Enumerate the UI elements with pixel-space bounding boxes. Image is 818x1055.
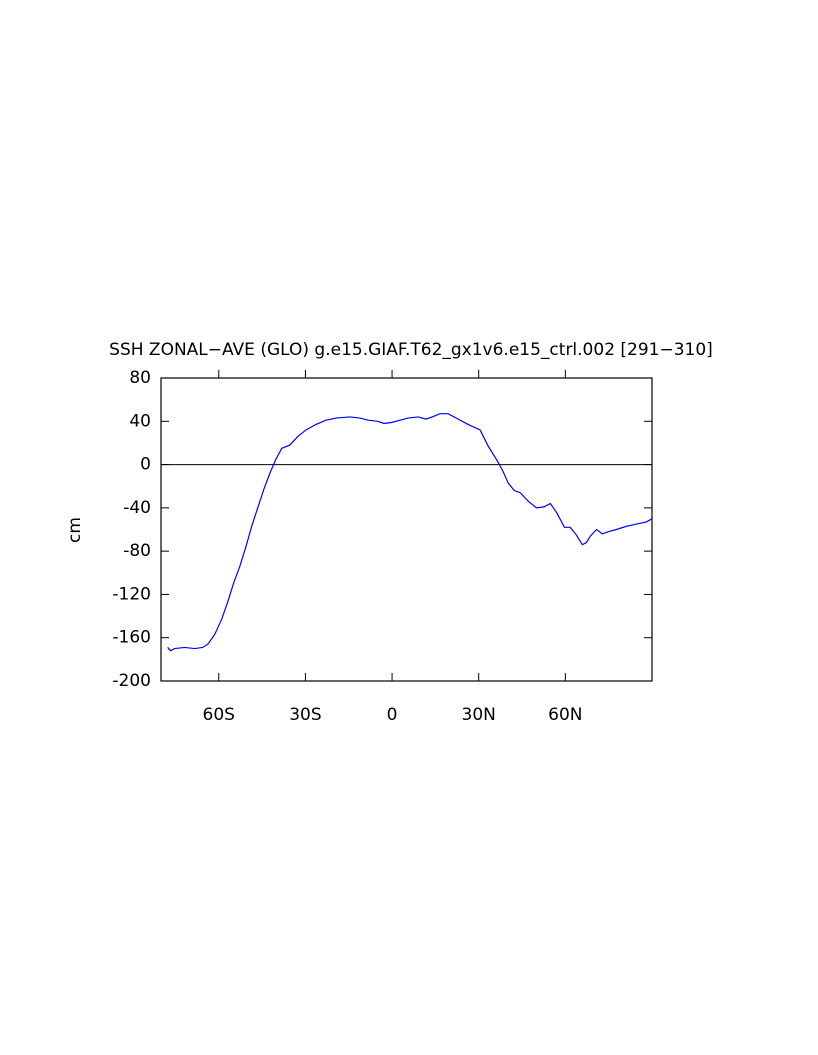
- y-tick-label: 40: [129, 411, 151, 431]
- x-tick-label: 60N: [548, 705, 582, 725]
- y-tick-label: -80: [123, 541, 151, 561]
- y-tick-label: 80: [129, 368, 151, 388]
- plot-frame: [160, 377, 653, 682]
- data-line: [167, 413, 653, 652]
- y-tick-label: -120: [112, 584, 151, 604]
- y-axis-label: cm: [65, 517, 85, 543]
- y-tick-label: -160: [112, 628, 151, 648]
- chart-title: SSH ZONAL−AVE (GLO) g.e15.GIAF.T62_gx1v6…: [109, 340, 713, 360]
- x-tick-label: 30S: [289, 705, 321, 725]
- y-tick-label: -40: [123, 498, 151, 518]
- x-tick-label: 60S: [203, 705, 235, 725]
- y-tick-label: 0: [140, 455, 151, 475]
- y-tick-label: -200: [112, 671, 151, 691]
- x-tick-label: 0: [387, 705, 398, 725]
- x-tick-label: 30N: [462, 705, 496, 725]
